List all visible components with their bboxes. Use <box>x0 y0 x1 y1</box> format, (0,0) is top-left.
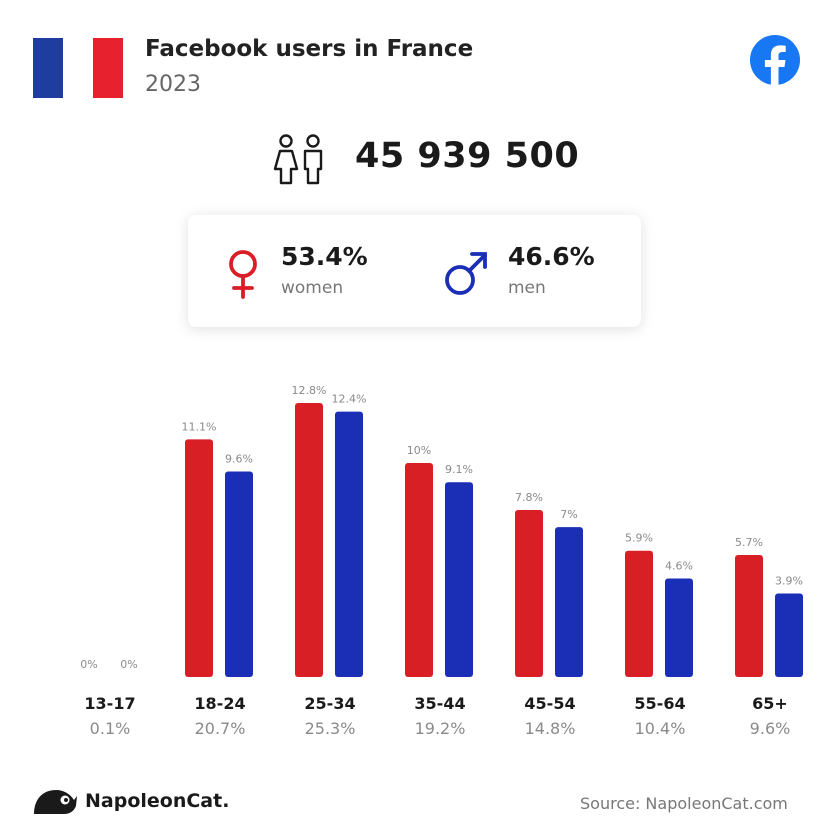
gender-summary-card: 53.4% women 46.6% men <box>188 215 641 327</box>
category-label-13-17: 13-17 <box>84 694 135 713</box>
category-label-55-64: 55-64 <box>634 694 685 713</box>
flag-stripe-white <box>63 38 93 98</box>
category-label-45-54: 45-54 <box>524 694 575 713</box>
data-label-men-25-34: 12.4% <box>332 393 367 406</box>
bar-men-18-24 <box>225 471 253 677</box>
male-icon <box>445 252 487 295</box>
bar-men-65+ <box>775 593 803 677</box>
category-total-13-17: 0.1% <box>90 719 131 738</box>
bar-women-55-64 <box>625 550 653 677</box>
data-label-men-13-17: 0% <box>120 658 137 671</box>
female-icon <box>229 250 257 299</box>
data-label-women-13-17: 0% <box>80 658 97 671</box>
bar-men-45-54 <box>555 527 583 677</box>
category-total-65+: 9.6% <box>750 719 791 738</box>
bar-women-35-44 <box>405 462 433 677</box>
data-label-men-45-54: 7% <box>560 508 577 521</box>
women-label: women <box>281 278 344 298</box>
facebook-icon <box>750 35 800 85</box>
men-percentage: 46.6% <box>508 242 595 271</box>
bar-women-65+ <box>735 554 763 677</box>
bar-women-18-24 <box>185 439 213 677</box>
data-label-men-65+: 3.9% <box>775 575 803 588</box>
category-label-18-24: 18-24 <box>194 694 245 713</box>
category-total-25-34: 25.3% <box>305 719 356 738</box>
category-total-35-44: 19.2% <box>415 719 466 738</box>
data-label-men-18-24: 9.6% <box>225 453 253 466</box>
women-percentage: 53.4% <box>281 242 368 271</box>
page-title: Facebook users in France <box>145 36 474 62</box>
source-label: Source: NapoleonCat.com <box>580 794 788 813</box>
people-icon <box>273 134 323 185</box>
flag-stripe-blue <box>33 38 63 98</box>
data-label-men-35-44: 9.1% <box>445 463 473 476</box>
total-users: 45 939 500 <box>355 136 580 176</box>
bar-women-45-54 <box>515 510 543 677</box>
data-label-women-55-64: 5.9% <box>625 532 653 545</box>
bar-women-25-34 <box>295 403 323 677</box>
flag-stripe-red <box>93 38 123 98</box>
data-label-men-55-64: 4.6% <box>665 560 693 573</box>
year-label: 2023 <box>145 72 201 97</box>
category-label-65+: 65+ <box>752 694 788 713</box>
bar-men-25-34 <box>335 411 363 677</box>
brand-name: NapoleonCat. <box>85 790 230 812</box>
data-label-women-25-34: 12.8% <box>292 384 327 397</box>
france-flag <box>33 38 123 98</box>
napoleoncat-logo-icon <box>34 790 77 814</box>
category-label-35-44: 35-44 <box>414 694 465 713</box>
data-label-women-65+: 5.7% <box>735 536 763 549</box>
category-total-18-24: 20.7% <box>195 719 246 738</box>
bar-men-35-44 <box>445 482 473 677</box>
bar-men-55-64 <box>665 578 693 677</box>
men-label: men <box>508 278 546 298</box>
category-total-55-64: 10.4% <box>635 719 686 738</box>
category-label-25-34: 25-34 <box>304 694 355 713</box>
category-total-45-54: 14.8% <box>525 719 576 738</box>
data-label-women-18-24: 11.1% <box>182 420 217 433</box>
data-label-women-35-44: 10% <box>407 444 431 457</box>
age-gender-bar-chart: 0% 0% 13-17 0.1% 11.1% 9.6% 18-24 20.7% 12.8% 12.… <box>80 384 803 738</box>
data-label-women-45-54: 7.8% <box>515 491 543 504</box>
